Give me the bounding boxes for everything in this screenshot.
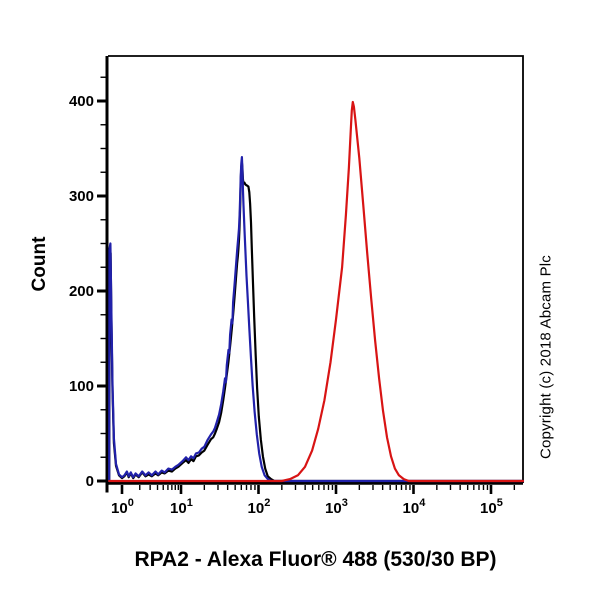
y-tick-label: 0	[86, 473, 94, 490]
x-tick-label: 104	[403, 497, 427, 517]
y-tick-label: 100	[69, 378, 94, 395]
series-red-curve	[108, 100, 525, 483]
x-tick-label: 102	[248, 497, 271, 517]
x-axis: 100 101 102 103 104 105	[111, 485, 516, 517]
y-tick-label: 300	[69, 188, 94, 205]
chart-title: RPA2 - Alexa Fluor® 488 (530/30 BP)	[134, 548, 497, 571]
x-tick-label: 100	[111, 497, 134, 517]
y-axis: 0 100 200 300 400	[69, 76, 106, 490]
y-axis-title: Count	[29, 236, 50, 292]
x-tick-label: 101	[170, 497, 193, 517]
copyright-note: Copyright (c) 2018 Abcam Plc	[537, 254, 555, 460]
plot-frame	[105, 55, 524, 493]
y-tick-label: 400	[69, 93, 94, 110]
series-blue-curve	[108, 156, 525, 483]
x-tick-label: 105	[480, 497, 503, 517]
y-tick-label: 200	[69, 283, 94, 300]
x-tick-label: 103	[325, 497, 348, 517]
